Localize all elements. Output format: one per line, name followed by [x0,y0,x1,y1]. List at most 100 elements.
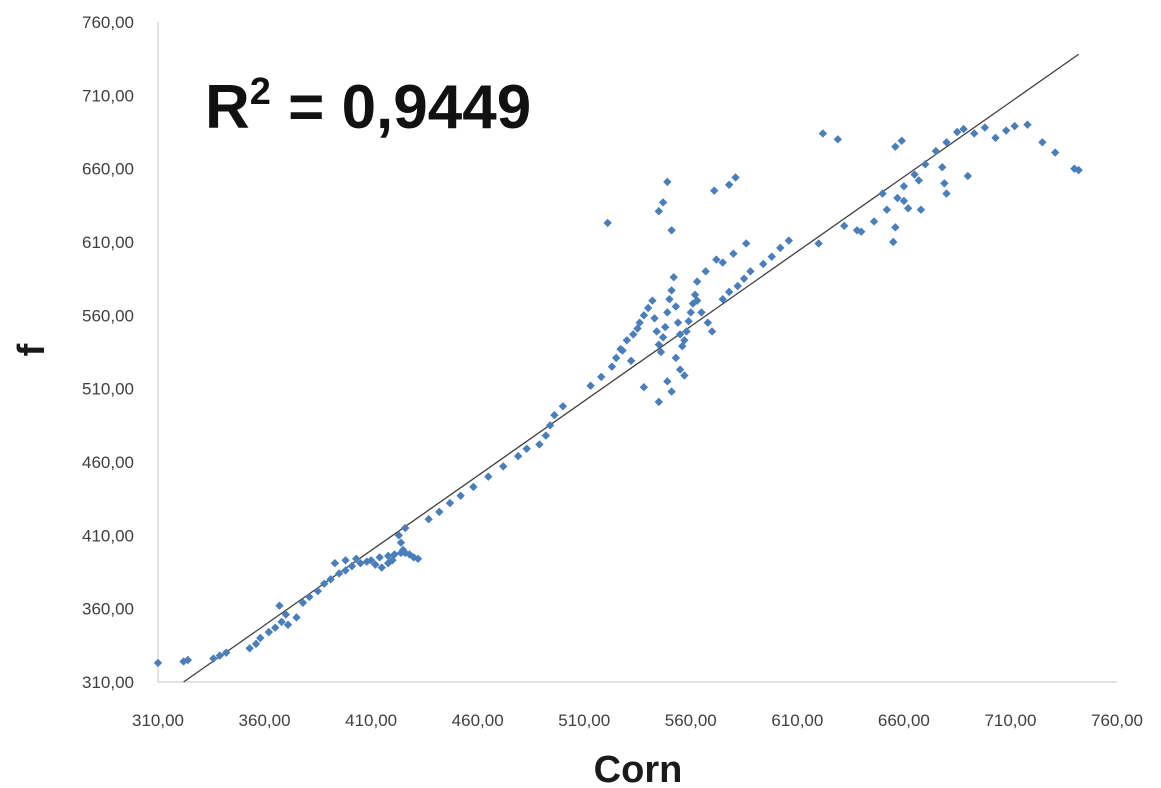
data-point [667,226,676,235]
data-point [362,557,372,566]
data-point [616,344,625,354]
r-squared-base: R [205,73,250,142]
data-point [891,223,900,232]
data-point [330,559,340,568]
data-point [940,179,949,188]
data-point [275,601,284,610]
data-point [371,560,380,569]
data-point [650,314,659,323]
x-tick-labels: 310,00 360,00 410,00 460,00 510,00 560,00 610,… [132,711,1143,730]
data-point [729,249,738,258]
data-point [597,372,606,382]
data-point [635,318,644,327]
data-point [305,592,314,602]
data-point [914,176,924,185]
data-point [712,255,721,264]
data-point [445,498,455,508]
data-point [251,639,261,649]
data-point [991,133,1000,143]
axes [157,22,1117,683]
y-tick-label: 360,00 [82,600,134,619]
data-point [215,651,225,660]
y-tick-label: 310,00 [82,673,134,692]
data-point [377,563,386,572]
data-point [603,218,612,228]
data-point [818,129,828,138]
data-point [541,431,551,440]
data-point [639,311,649,320]
data-point [607,362,617,371]
data-point [264,627,274,637]
data-point [857,227,866,236]
data-point [746,267,755,276]
data-point [1001,126,1011,135]
y-tick-label: 760,00 [82,13,134,32]
data-point [959,124,968,134]
y-tick-label: 660,00 [82,160,134,179]
data-point [183,655,193,665]
data-point [663,177,672,187]
data-point [469,482,478,492]
data-point [741,239,751,248]
y-tick-label: 510,00 [82,380,134,399]
data-point [456,491,465,500]
x-tick-label: 760,00 [1091,711,1143,730]
y-tick-label: 460,00 [82,453,134,472]
data-point [313,586,323,596]
data-point [484,472,493,481]
data-point [639,383,649,392]
data-point [499,462,508,471]
data-point [341,556,350,565]
data-point [658,198,668,207]
data-point [586,381,595,390]
data-point [692,296,702,305]
data-point [724,180,734,189]
data-point [622,336,632,345]
x-tick-label: 610,00 [771,711,823,730]
data-point [320,579,329,588]
data-point [535,440,544,449]
data-point [334,569,344,578]
data-point [153,658,163,668]
data-point [435,507,444,517]
x-tick-label: 360,00 [239,711,291,730]
data-point [611,353,621,363]
data-point [938,163,947,172]
data-point [776,243,785,253]
data-point [833,135,843,144]
data-point [921,160,930,169]
data-point [1050,148,1060,157]
data-point [629,330,638,339]
data-point [658,333,668,342]
data-point [271,623,280,632]
data-point [341,566,350,575]
data-point [1038,138,1047,147]
data-point [356,559,365,568]
data-point [409,553,418,562]
data-point [283,620,293,629]
data-point [739,274,749,283]
data-point [256,633,265,643]
data-point [298,598,308,607]
x-tick-label: 660,00 [878,711,930,730]
x-tick-label: 710,00 [984,711,1036,730]
r-squared-superscript: 2 [250,71,271,113]
data-point [661,322,670,332]
data-point [686,308,695,317]
r-squared-annotation: R2 = 0,9449 [205,71,531,142]
data-point [663,377,672,386]
data-point [680,336,689,345]
x-tick-label: 460,00 [452,711,504,730]
data-point [388,556,397,565]
data-point [281,610,291,619]
data-point [221,648,231,657]
data-point [209,654,218,663]
y-tick-label: 560,00 [82,306,134,325]
data-point [1074,165,1083,175]
data-point [710,186,719,195]
data-point [652,327,661,336]
data-point [970,129,979,138]
data-point [688,299,698,308]
data-point [701,267,710,276]
data-point [663,308,672,317]
